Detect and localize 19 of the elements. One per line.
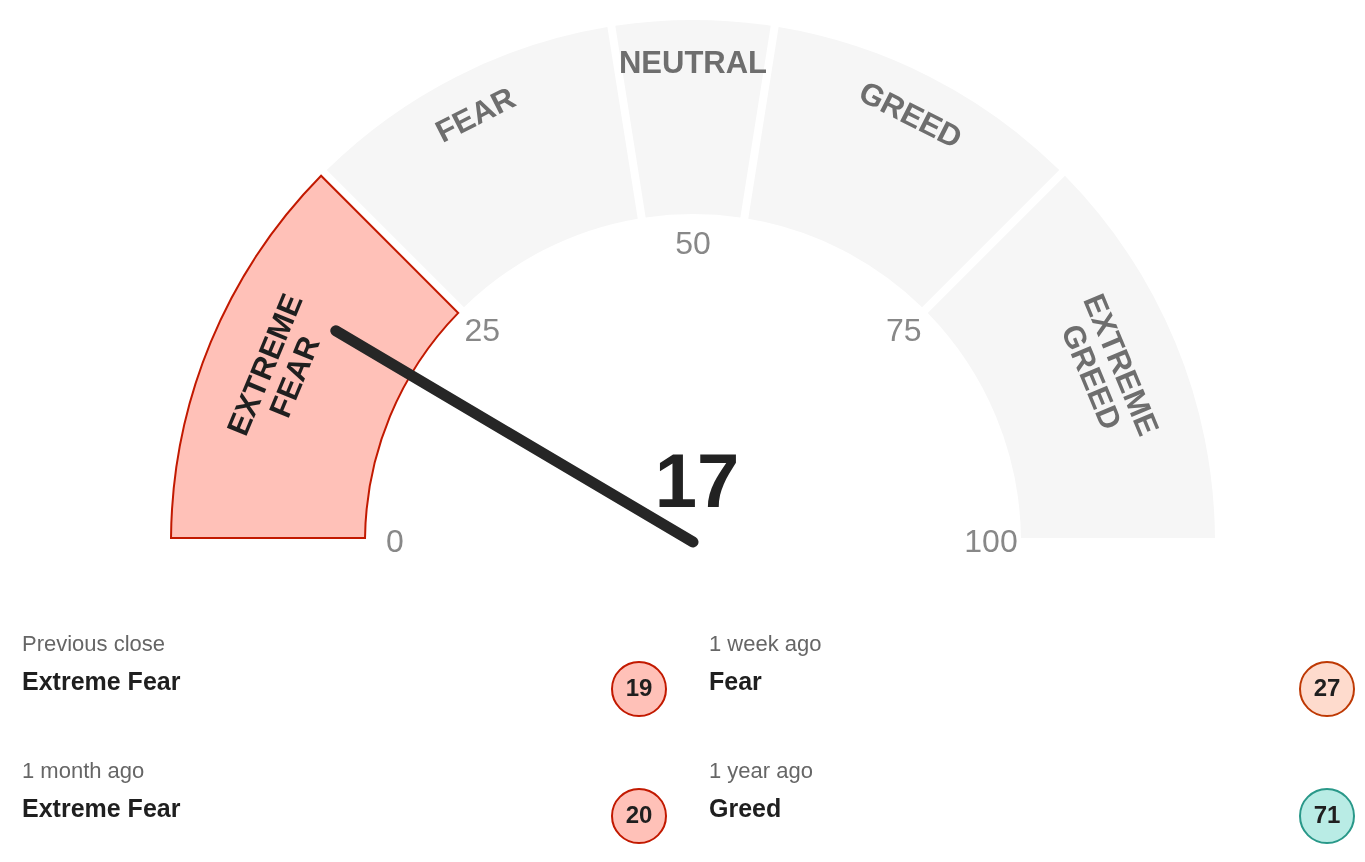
text: 25 xyxy=(464,312,501,349)
text: 50 xyxy=(675,225,711,261)
text: Extreme Fear xyxy=(22,667,181,695)
text: Extreme Fear xyxy=(22,794,181,822)
text: 19 xyxy=(625,674,653,701)
text: 100 xyxy=(964,523,1018,559)
text: 1 month ago xyxy=(22,758,145,783)
text: 17 xyxy=(654,438,740,523)
text: 71 xyxy=(1313,801,1341,828)
text: Greed xyxy=(709,794,782,822)
text: 0 xyxy=(386,523,404,559)
slice-label: NEUTRAL xyxy=(618,45,768,80)
text: 1 week ago xyxy=(709,631,822,656)
text: Previous close xyxy=(22,631,166,656)
text: 20 xyxy=(625,801,653,828)
text: 1 year ago xyxy=(709,758,813,783)
text: 75 xyxy=(885,312,922,349)
text: Fear xyxy=(709,667,763,695)
text: 27 xyxy=(1313,674,1341,701)
